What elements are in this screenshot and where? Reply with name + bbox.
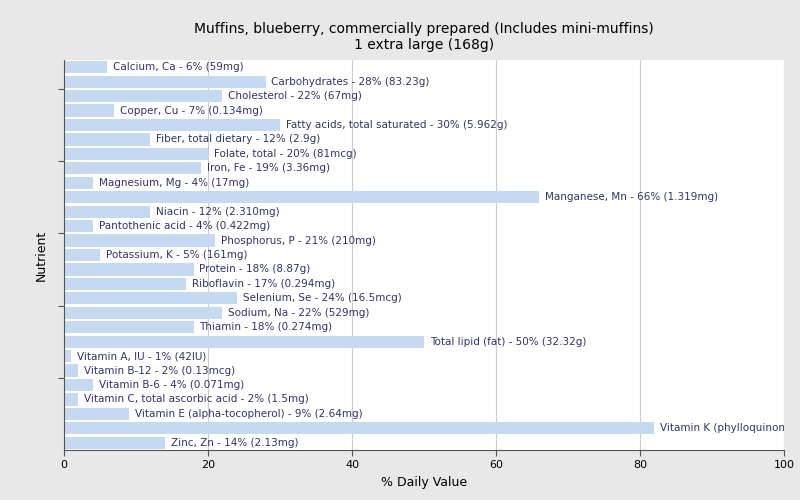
Bar <box>64 278 186 290</box>
Bar <box>64 148 208 160</box>
Bar <box>64 350 71 362</box>
Text: Thiamin - 18% (0.274mg): Thiamin - 18% (0.274mg) <box>199 322 333 332</box>
Bar <box>64 234 215 246</box>
Text: Copper, Cu - 7% (0.134mg): Copper, Cu - 7% (0.134mg) <box>120 106 263 116</box>
Text: Protein - 18% (8.87g): Protein - 18% (8.87g) <box>199 264 310 274</box>
Bar <box>64 162 201 174</box>
Bar <box>64 61 107 74</box>
Bar <box>64 249 100 261</box>
Bar <box>64 336 424 348</box>
Bar <box>64 379 93 391</box>
Text: Folate, total - 20% (81mcg): Folate, total - 20% (81mcg) <box>214 149 356 159</box>
Bar <box>64 76 266 88</box>
Text: Phosphorus, P - 21% (210mg): Phosphorus, P - 21% (210mg) <box>221 236 376 246</box>
Text: Iron, Fe - 19% (3.36mg): Iron, Fe - 19% (3.36mg) <box>206 164 330 173</box>
Bar <box>64 422 654 434</box>
Text: Sodium, Na - 22% (529mg): Sodium, Na - 22% (529mg) <box>228 308 370 318</box>
X-axis label: % Daily Value: % Daily Value <box>381 476 467 489</box>
Text: Manganese, Mn - 66% (1.319mg): Manganese, Mn - 66% (1.319mg) <box>545 192 718 202</box>
Bar <box>64 292 237 304</box>
Bar <box>64 191 539 203</box>
Text: Carbohydrates - 28% (83.23g): Carbohydrates - 28% (83.23g) <box>271 76 430 86</box>
Bar <box>64 306 222 319</box>
Text: Fatty acids, total saturated - 30% (5.962g): Fatty acids, total saturated - 30% (5.96… <box>286 120 507 130</box>
Bar <box>64 408 129 420</box>
Bar <box>64 321 194 334</box>
Text: Zinc, Zn - 14% (2.13mg): Zinc, Zn - 14% (2.13mg) <box>170 438 298 448</box>
Bar <box>64 264 194 276</box>
Text: Selenium, Se - 24% (16.5mcg): Selenium, Se - 24% (16.5mcg) <box>242 294 402 304</box>
Bar <box>64 206 150 218</box>
Bar <box>64 90 222 102</box>
Bar <box>64 436 165 449</box>
Text: Vitamin E (alpha-tocopherol) - 9% (2.64mg): Vitamin E (alpha-tocopherol) - 9% (2.64m… <box>134 409 362 419</box>
Text: Fiber, total dietary - 12% (2.9g): Fiber, total dietary - 12% (2.9g) <box>156 134 321 144</box>
Y-axis label: Nutrient: Nutrient <box>35 230 48 280</box>
Bar <box>64 394 78 406</box>
Text: Cholesterol - 22% (67mg): Cholesterol - 22% (67mg) <box>228 91 362 101</box>
Bar <box>64 134 150 145</box>
Text: Potassium, K - 5% (161mg): Potassium, K - 5% (161mg) <box>106 250 247 260</box>
Text: Calcium, Ca - 6% (59mg): Calcium, Ca - 6% (59mg) <box>113 62 243 72</box>
Text: Magnesium, Mg - 4% (17mg): Magnesium, Mg - 4% (17mg) <box>98 178 249 188</box>
Text: Total lipid (fat) - 50% (32.32g): Total lipid (fat) - 50% (32.32g) <box>430 336 586 346</box>
Text: Vitamin C, total ascorbic acid - 2% (1.5mg): Vitamin C, total ascorbic acid - 2% (1.5… <box>84 394 309 404</box>
Bar <box>64 220 93 232</box>
Bar <box>64 119 280 131</box>
Text: Vitamin A, IU - 1% (42IU): Vitamin A, IU - 1% (42IU) <box>77 351 206 361</box>
Text: Vitamin B-6 - 4% (0.071mg): Vitamin B-6 - 4% (0.071mg) <box>98 380 244 390</box>
Title: Muffins, blueberry, commercially prepared (Includes mini-muffins)
1 extra large : Muffins, blueberry, commercially prepare… <box>194 22 654 52</box>
Bar <box>64 104 114 117</box>
Bar <box>64 364 78 376</box>
Bar <box>64 176 93 189</box>
Text: Vitamin K (phylloquinone) - 82% (65.9mcg): Vitamin K (phylloquinone) - 82% (65.9mcg… <box>660 424 800 434</box>
Text: Riboflavin - 17% (0.294mg): Riboflavin - 17% (0.294mg) <box>192 279 335 289</box>
Text: Pantothenic acid - 4% (0.422mg): Pantothenic acid - 4% (0.422mg) <box>98 221 270 231</box>
Text: Niacin - 12% (2.310mg): Niacin - 12% (2.310mg) <box>156 206 280 216</box>
Text: Vitamin B-12 - 2% (0.13mcg): Vitamin B-12 - 2% (0.13mcg) <box>84 366 235 376</box>
